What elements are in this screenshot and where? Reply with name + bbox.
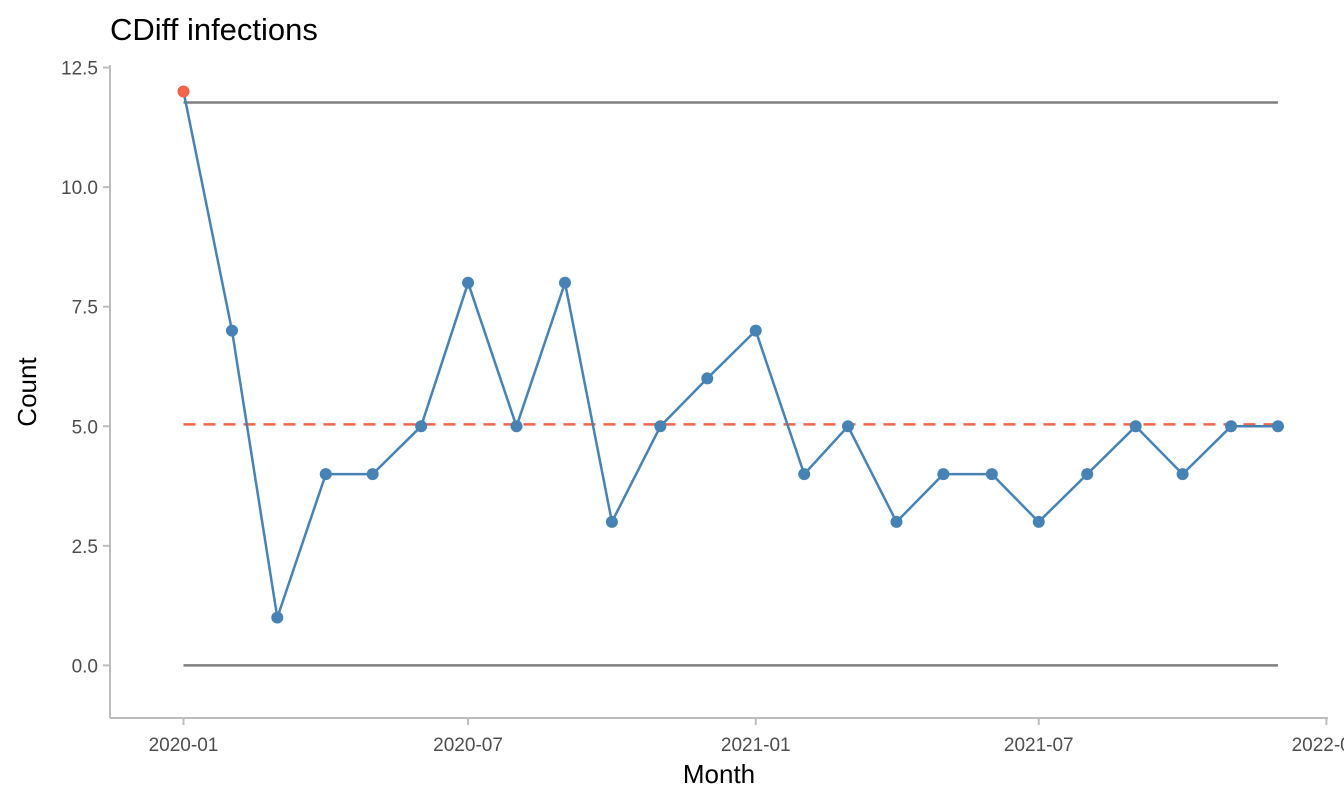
data-point: [225, 324, 238, 337]
x-tick-label: 2020-01: [149, 735, 219, 756]
y-tick-label: 0.0: [72, 656, 98, 677]
data-point: [1081, 468, 1094, 481]
data-point: [798, 468, 811, 481]
data-point: [701, 372, 714, 385]
data-point: [1032, 515, 1045, 528]
x-tick-label: 2021-01: [721, 735, 791, 756]
data-point: [319, 468, 332, 481]
data-point: [1271, 420, 1284, 433]
data-point: [366, 468, 379, 481]
data-point: [654, 420, 667, 433]
data-point: [271, 611, 284, 624]
data-point: [985, 468, 998, 481]
data-point: [1129, 420, 1142, 433]
data-point: [890, 515, 903, 528]
data-point: [749, 324, 762, 337]
data-point: [605, 515, 618, 528]
data-point: [1176, 468, 1189, 481]
x-tick-label: 2020-07: [433, 735, 503, 756]
highlighted-data-point: [177, 85, 190, 98]
series-line: [182, 91, 1278, 619]
data-point: [937, 468, 950, 481]
axes: 0.0 2.5 5.0 7.5 10.0 12.5 2020-01 2020-07 2021-0…: [61, 59, 1344, 756]
y-tick-label: 5.0: [72, 417, 98, 438]
x-tick-label: 2022-01: [1292, 735, 1344, 756]
data-point: [841, 420, 854, 433]
data-series: [177, 85, 1284, 624]
data-point: [510, 420, 523, 433]
y-tick-label: 7.5: [72, 298, 98, 319]
y-axis-title: Count: [12, 357, 42, 427]
y-tick-label: 2.5: [72, 537, 98, 558]
chart-title: CDiff infections: [110, 12, 318, 47]
data-point: [1225, 420, 1238, 433]
y-tick-label: 10.0: [61, 178, 98, 199]
reference-lines: [183, 101, 1278, 667]
y-tick-label: 12.5: [61, 59, 98, 80]
x-tick-label: 2021-07: [1004, 735, 1074, 756]
data-point: [558, 276, 571, 289]
data-point: [415, 420, 428, 433]
data-point: [462, 276, 475, 289]
x-axis-title: Month: [683, 759, 755, 789]
